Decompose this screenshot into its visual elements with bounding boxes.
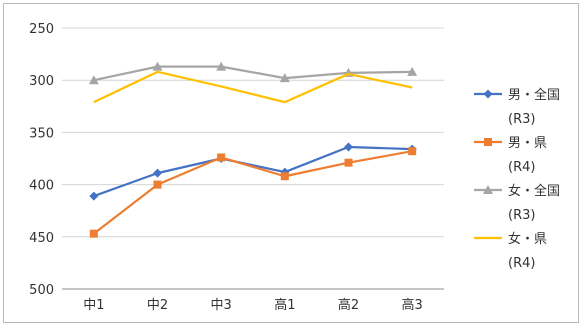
x-tick-label: 高2 [338, 297, 359, 313]
line-chart: 250 300 350 400 450 500 中1 中2 中3 高1 高2 高3 男・全国 (R3)… [29, 22, 560, 313]
legend-sublabel: (R4) [508, 160, 535, 175]
series-line [93, 65, 413, 82]
data-point [153, 180, 162, 189]
data-point [216, 61, 227, 71]
data-point [89, 229, 98, 238]
series-line [93, 70, 413, 104]
y-tick-label: 250 [29, 22, 54, 37]
legend-swatch-marker [483, 89, 493, 99]
x-axis-tick-labels: 中1 中2 中3 高1 高2 高3 [83, 297, 423, 313]
data-point [408, 147, 417, 156]
x-tick-label: 中2 [147, 298, 168, 313]
series-1 [89, 147, 417, 238]
chart-frame: 250 300 350 400 450 500 中1 中2 中3 高1 高2 高3 男・全国 (R3)… [3, 3, 579, 323]
series-group [88, 61, 418, 238]
y-tick-label: 400 [29, 179, 54, 194]
legend-sublabel: (R3) [508, 112, 535, 127]
x-tick-label: 中1 [83, 298, 104, 313]
series-3 [93, 70, 413, 104]
y-tick-label: 500 [29, 283, 54, 298]
legend-sublabel: (R4) [508, 256, 535, 271]
data-point [152, 61, 163, 71]
series-line [93, 145, 413, 198]
x-tick-label: 中3 [211, 298, 232, 313]
data-point [217, 153, 226, 162]
legend-entry: 女・県 (R4) [474, 231, 547, 271]
legend-entry: 女・全国 (R3) [474, 183, 560, 223]
data-point [344, 158, 353, 167]
legend-entry: 男・全国 (R3) [474, 87, 560, 127]
x-tick-label: 高3 [402, 297, 423, 313]
legend-label: 女・県 [508, 231, 547, 247]
data-point [279, 73, 290, 83]
y-tick-label: 450 [29, 231, 54, 246]
data-point [407, 66, 418, 76]
x-tick-label: 高1 [274, 297, 295, 313]
data-point [153, 168, 162, 178]
data-point [344, 142, 353, 152]
series-line [93, 150, 413, 235]
legend-label: 男・県 [508, 136, 547, 151]
gridlines [62, 27, 444, 290]
legend-entry: 男・県 (R4) [474, 136, 547, 175]
data-point [89, 191, 99, 201]
series-0 [89, 142, 417, 201]
data-point [88, 75, 99, 85]
legend-swatch-marker [484, 138, 492, 146]
legend-label: 女・全国 [508, 183, 560, 199]
legend: 男・全国 (R3) 男・県 (R4) 女・全国 (R3) 女・県 (R4) [474, 87, 560, 271]
y-axis-tick-labels: 250 300 350 400 450 500 [29, 22, 54, 298]
legend-label: 男・全国 [508, 87, 560, 103]
y-tick-label: 300 [29, 74, 54, 89]
legend-sublabel: (R3) [508, 208, 535, 223]
legend-swatch-marker [483, 185, 493, 194]
data-point [280, 172, 289, 181]
y-tick-label: 350 [29, 126, 54, 141]
